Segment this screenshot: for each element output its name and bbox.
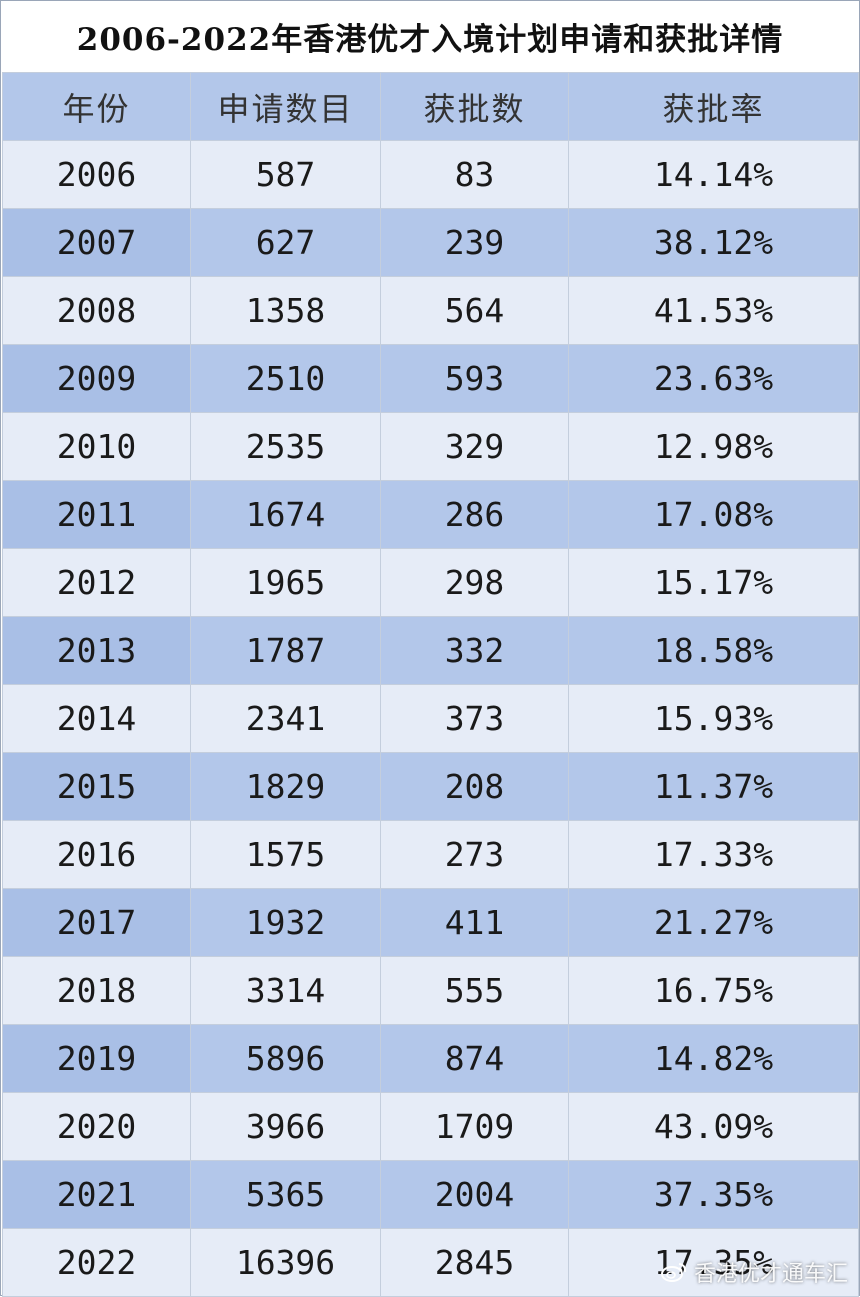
data-table: 年份 申请数目 获批数 获批率 2006 587 83 14.14% 2007 627 23…: [2, 72, 859, 1297]
cell-approved: 1709: [380, 1092, 569, 1161]
header-year: 年份: [2, 72, 191, 141]
cell-approval-rate: 17.33%: [568, 820, 859, 889]
cell-year: 2011: [2, 480, 191, 549]
watermark: 香港优才通车汇: [660, 1256, 848, 1288]
cell-applications: 5896: [190, 1024, 381, 1093]
cell-year: 2014: [2, 684, 191, 753]
table-row: 2018 3314 555 16.75%: [2, 956, 859, 1025]
cell-approval-rate: 12.98%: [568, 412, 859, 481]
table-row: 2020 3966 1709 43.09%: [2, 1092, 859, 1161]
cell-year: 2016: [2, 820, 191, 889]
cell-approved: 2004: [380, 1160, 569, 1229]
cell-year: 2012: [2, 548, 191, 617]
table-row: 2008 1358 564 41.53%: [2, 276, 859, 345]
cell-year: 2018: [2, 956, 191, 1025]
table-row: 2015 1829 208 11.37%: [2, 752, 859, 821]
cell-approved: 298: [380, 548, 569, 617]
cell-approval-rate: 15.17%: [568, 548, 859, 617]
table-row: 2007 627 239 38.12%: [2, 208, 859, 277]
table-row: 2012 1965 298 15.17%: [2, 548, 859, 617]
cell-applications: 3966: [190, 1092, 381, 1161]
cell-applications: 2535: [190, 412, 381, 481]
cell-approved: 373: [380, 684, 569, 753]
cell-year: 2021: [2, 1160, 191, 1229]
cell-year: 2006: [2, 140, 191, 209]
cell-applications: 5365: [190, 1160, 381, 1229]
cell-approved: 286: [380, 480, 569, 549]
table-row: 2011 1674 286 17.08%: [2, 480, 859, 549]
cell-applications: 1829: [190, 752, 381, 821]
cell-approved: 208: [380, 752, 569, 821]
table-row: 2019 5896 874 14.82%: [2, 1024, 859, 1093]
cell-approval-rate: 38.12%: [568, 208, 859, 277]
cell-year: 2019: [2, 1024, 191, 1093]
table-row: 2006 587 83 14.14%: [2, 140, 859, 209]
cell-approval-rate: 23.63%: [568, 344, 859, 413]
cell-approved: 2845: [380, 1228, 569, 1297]
cell-approved: 239: [380, 208, 569, 277]
cell-year: 2013: [2, 616, 191, 685]
table-row: 2010 2535 329 12.98%: [2, 412, 859, 481]
cell-approval-rate: 15.93%: [568, 684, 859, 753]
cell-approval-rate: 17.35%: [568, 1228, 859, 1297]
cell-approved: 273: [380, 820, 569, 889]
table-row: 2021 5365 2004 37.35%: [2, 1160, 859, 1229]
cell-approval-rate: 21.27%: [568, 888, 859, 957]
cell-approved: 83: [380, 140, 569, 209]
cell-year: 2017: [2, 888, 191, 957]
cell-applications: 1932: [190, 888, 381, 957]
watermark-text: 香港优才通车汇: [693, 1262, 848, 1287]
header-applications: 申请数目: [190, 72, 381, 141]
cell-applications: 587: [190, 140, 381, 209]
cell-approved: 593: [380, 344, 569, 413]
header-approval-rate: 获批率: [568, 72, 859, 141]
cell-approval-rate: 43.09%: [568, 1092, 859, 1161]
cell-applications: 1965: [190, 548, 381, 617]
cell-year: 2008: [2, 276, 191, 345]
table-row: 2014 2341 373 15.93%: [2, 684, 859, 753]
table-row: 2016 1575 273 17.33%: [2, 820, 859, 889]
cell-year: 2007: [2, 208, 191, 277]
cell-approval-rate: 16.75%: [568, 956, 859, 1025]
cell-applications: 3314: [190, 956, 381, 1025]
cell-approval-rate: 37.35%: [568, 1160, 859, 1229]
cell-applications: 1358: [190, 276, 381, 345]
cell-approval-rate: 11.37%: [568, 752, 859, 821]
cell-year: 2015: [2, 752, 191, 821]
cell-applications: 627: [190, 208, 381, 277]
weibo-icon: [660, 1263, 687, 1282]
cell-applications: 2341: [190, 684, 381, 753]
cell-approval-rate: 14.82%: [568, 1024, 859, 1093]
cell-approved: 555: [380, 956, 569, 1025]
cell-applications: 1575: [190, 820, 381, 889]
cell-approved: 329: [380, 412, 569, 481]
table-row: 2013 1787 332 18.58%: [2, 616, 859, 685]
table-row: 2009 2510 593 23.63%: [2, 344, 859, 413]
table-body: 2006 587 83 14.14% 2007 627 239 38.12% 2008 1358 5…: [2, 140, 859, 1297]
table-row: 2022 16396 2845 17.35%: [2, 1228, 859, 1297]
cell-applications: 1674: [190, 480, 381, 549]
cell-approval-rate: 41.53%: [568, 276, 859, 345]
cell-approved: 874: [380, 1024, 569, 1093]
cell-year: 2010: [2, 412, 191, 481]
cell-year: 2022: [2, 1228, 191, 1297]
cell-year: 2020: [2, 1092, 191, 1161]
cell-approved: 411: [380, 888, 569, 957]
cell-applications: 2510: [190, 344, 381, 413]
cell-year: 2009: [2, 344, 191, 413]
cell-approved: 564: [380, 276, 569, 345]
cell-approval-rate: 18.58%: [568, 616, 859, 685]
cell-applications: 16396: [190, 1228, 381, 1297]
cell-approved: 332: [380, 616, 569, 685]
header-approved: 获批数: [380, 72, 569, 141]
page-title: 2006-2022年香港优才入境计划申请和获批详情: [76, 21, 784, 58]
table-row: 2017 1932 411 21.27%: [2, 888, 859, 957]
cell-approval-rate: 17.08%: [568, 480, 859, 549]
cell-applications: 1787: [190, 616, 381, 685]
header-row: 年份 申请数目 获批数 获批率: [2, 72, 859, 141]
cell-approval-rate: 14.14%: [568, 140, 859, 209]
